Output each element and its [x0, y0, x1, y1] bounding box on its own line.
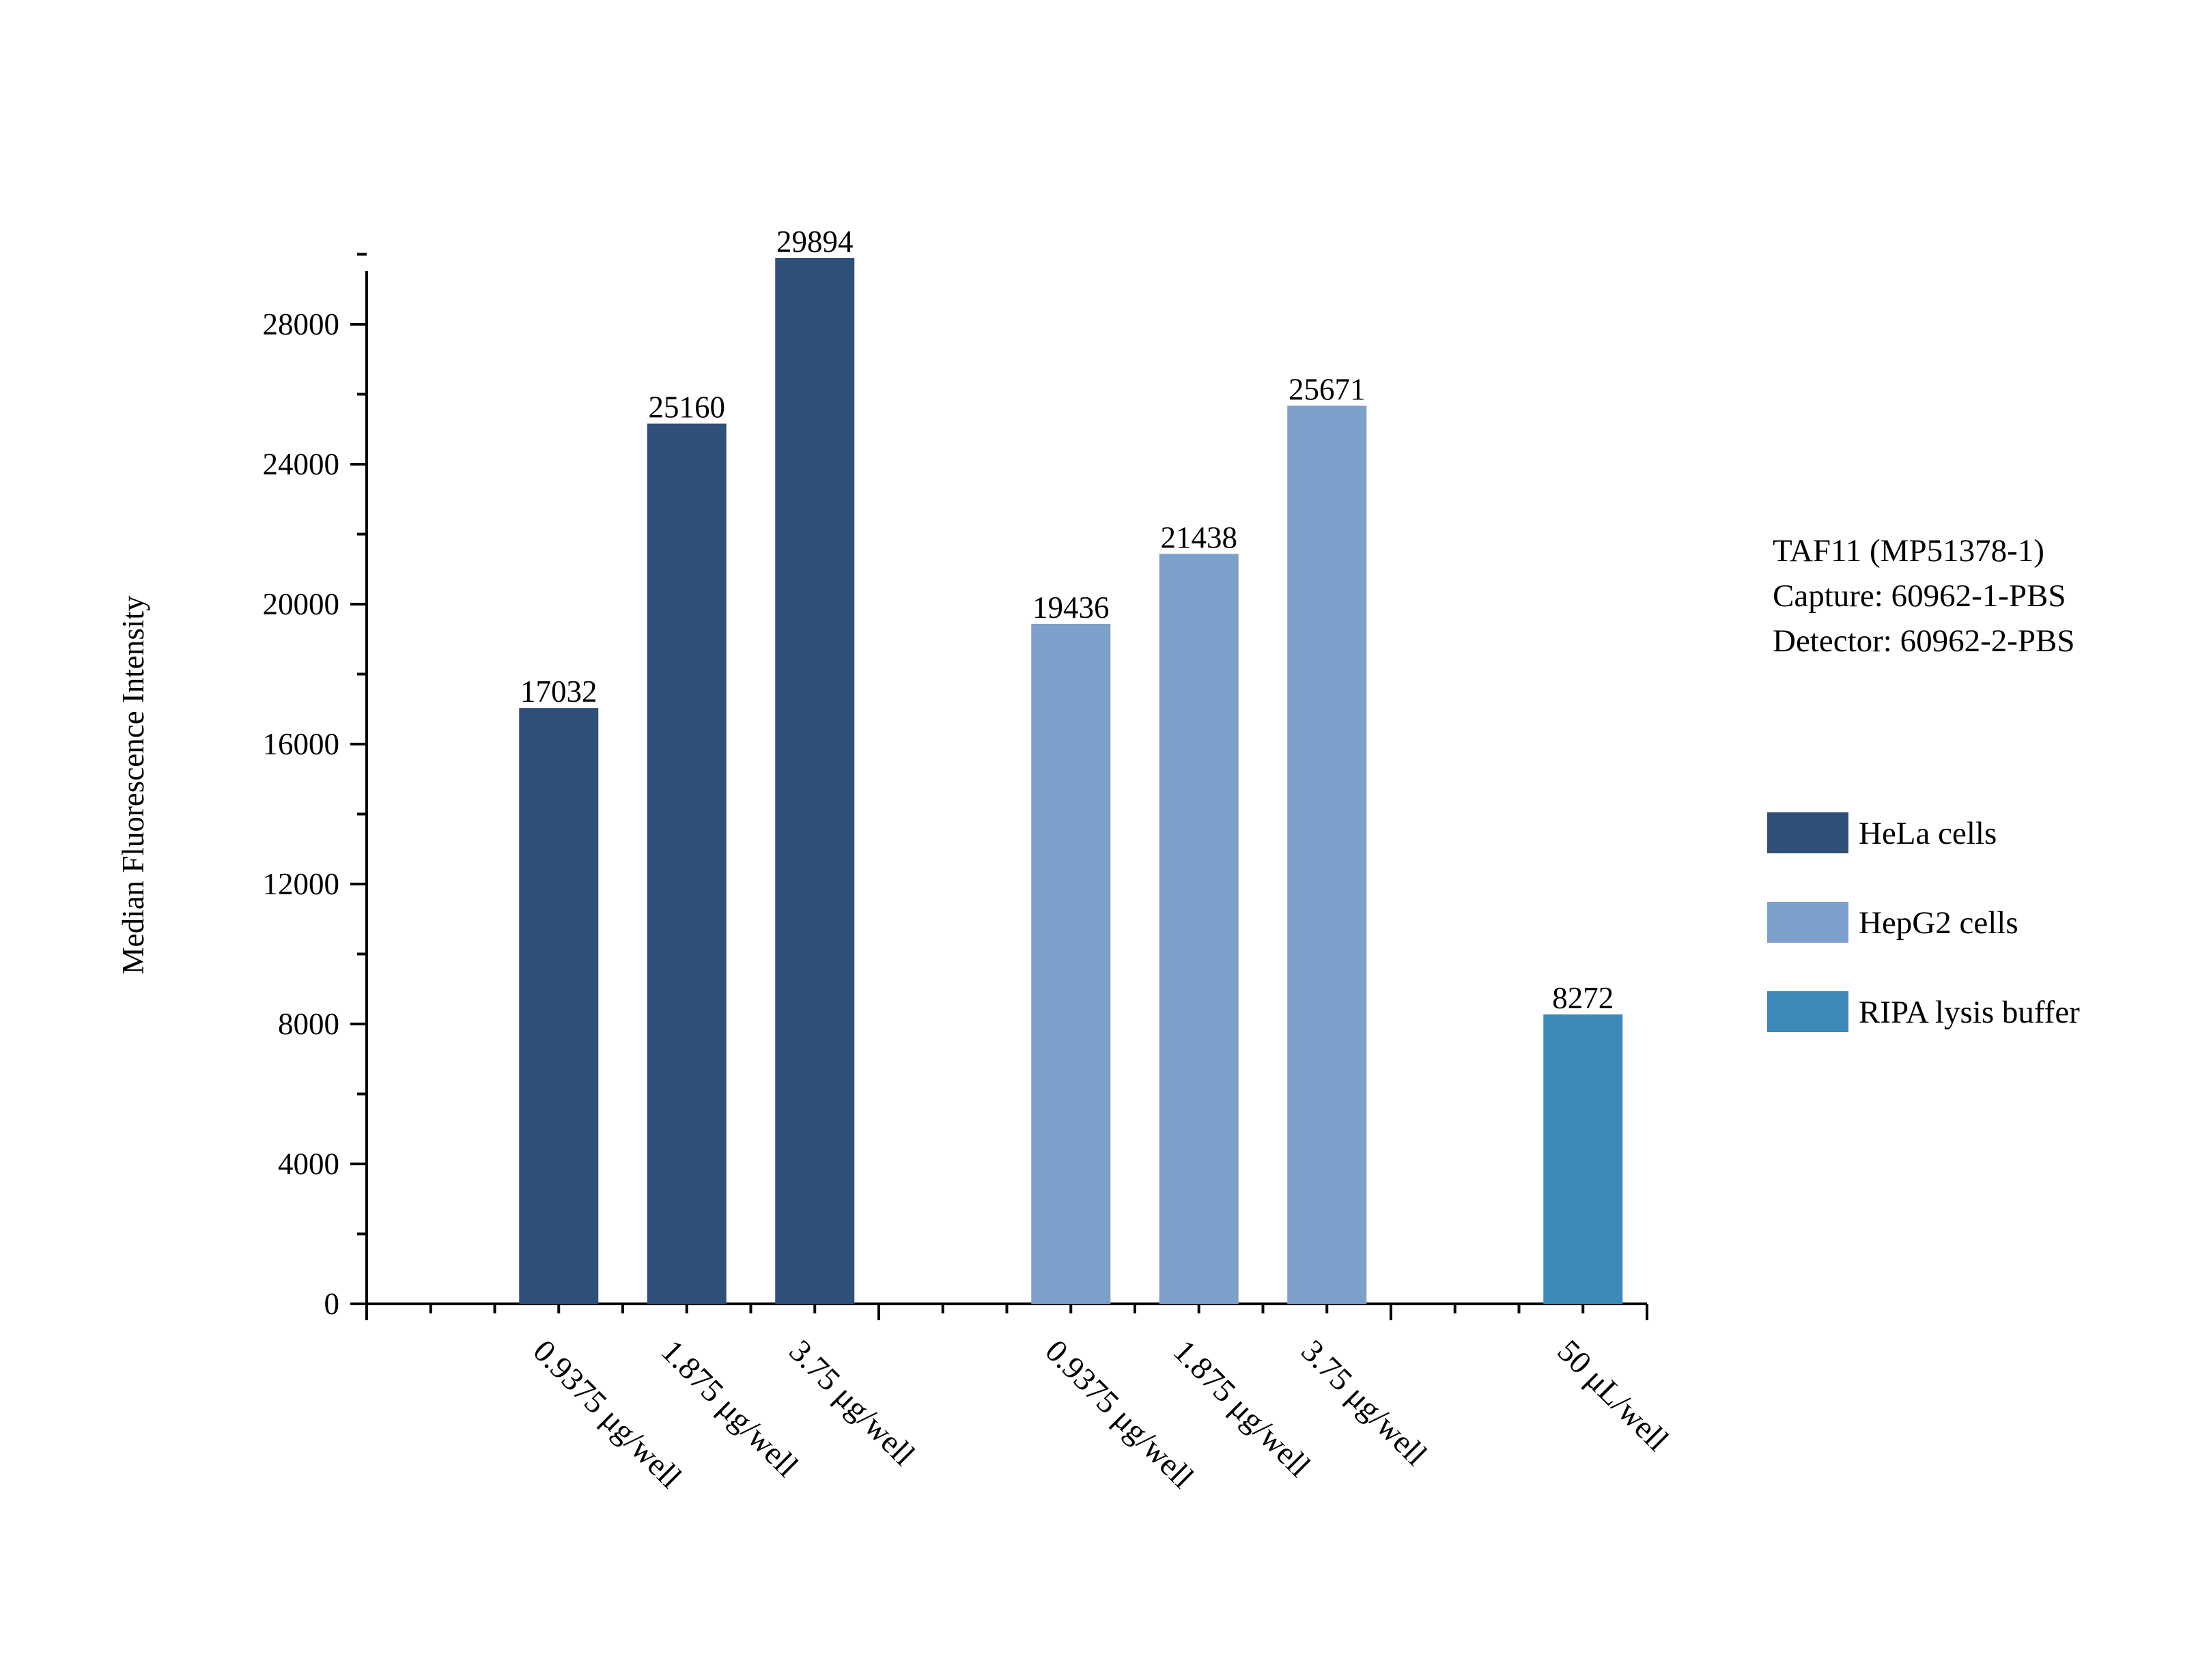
bar — [1287, 405, 1367, 1304]
legend-label: RIPA lysis buffer — [1859, 995, 2080, 1030]
y-tick-label: 4000 — [278, 1147, 339, 1181]
y-tick-label: 28000 — [263, 307, 340, 341]
y-tick-label: 8000 — [278, 1007, 339, 1041]
bar — [775, 257, 855, 1304]
y-tick-label: 0 — [324, 1287, 340, 1321]
legend-swatch — [1767, 902, 1848, 943]
legend-label: HeLa cells — [1859, 816, 1997, 851]
bar — [1031, 623, 1111, 1304]
bar-value-label: 17032 — [520, 674, 597, 709]
info-line: Detector: 60962-2-PBS — [1773, 623, 2075, 659]
category-label: 50 μL/well — [1550, 1333, 1675, 1458]
legend-swatch — [1767, 812, 1848, 853]
bar-value-label: 21438 — [1161, 520, 1238, 554]
bar-value-label: 29894 — [776, 225, 854, 259]
bar — [1159, 554, 1239, 1304]
category-label: 3.75 μg/well — [782, 1333, 921, 1472]
y-axis-title: Median Fluorescence Intensity — [116, 595, 150, 974]
bar-value-label: 25671 — [1289, 372, 1366, 406]
legend: HeLa cells HepG2 cells RIPA lysis buffer — [1767, 812, 2080, 1032]
value-labels: 17032 25160 29894 19436 21438 25671 8272 — [520, 225, 1614, 1015]
category-label: 3.75 μg/well — [1294, 1333, 1433, 1472]
info-line: Capture: 60962-1-PBS — [1773, 578, 2066, 614]
bar-value-label: 25160 — [649, 390, 726, 425]
y-tick-label: 24000 — [263, 447, 340, 481]
y-tick-label: 20000 — [263, 587, 340, 621]
bar-value-label: 19436 — [1032, 590, 1110, 625]
bar — [647, 423, 727, 1304]
bar-value-label: 8272 — [1552, 981, 1614, 1015]
y-ticks: 0 4000 8000 12000 16000 20000 24000 28000 — [263, 253, 367, 1321]
bars — [519, 257, 1623, 1304]
y-tick-label: 12000 — [263, 867, 340, 901]
y-tick-label: 16000 — [263, 727, 340, 761]
chart-info: TAF11 (MP51378-1) Capture: 60962-1-PBS Det… — [1773, 533, 2075, 659]
info-line: TAF11 (MP51378-1) — [1773, 533, 2044, 569]
bar — [519, 708, 599, 1304]
legend-swatch — [1767, 991, 1848, 1032]
bar — [1543, 1014, 1623, 1304]
legend-label: HepG2 cells — [1859, 905, 2018, 941]
